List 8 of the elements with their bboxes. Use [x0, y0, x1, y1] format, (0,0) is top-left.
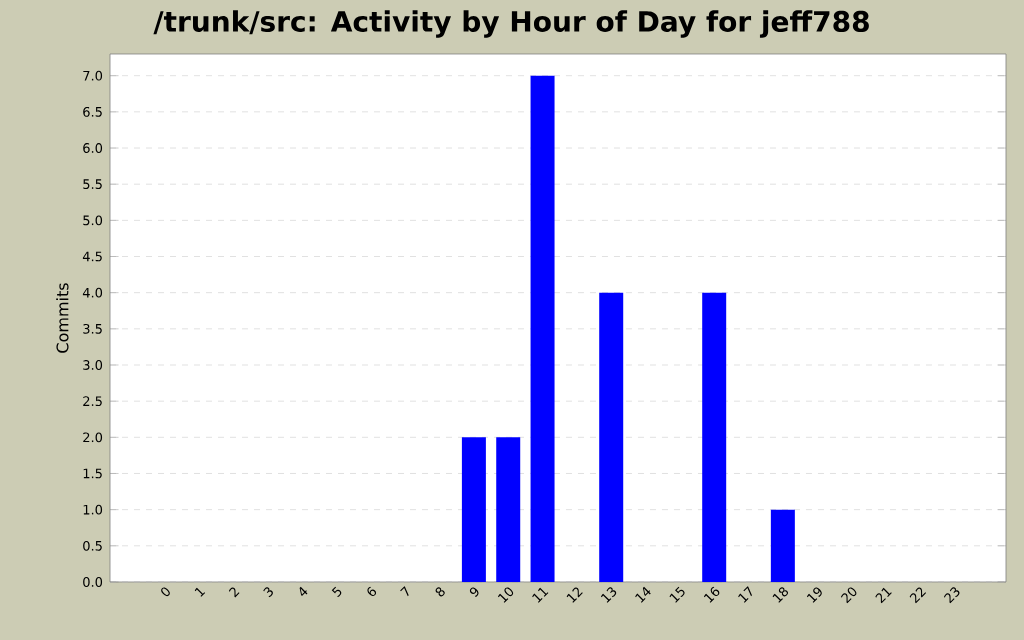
bar: [461, 437, 486, 582]
chart-title: /trunk/src: Activity by Hour of Day for jeff788: [153, 10, 869, 38]
bar: [770, 509, 795, 582]
bar: [702, 292, 727, 582]
bar: [599, 292, 624, 582]
bar: [530, 75, 555, 582]
y-axis-title: Commits: [56, 283, 69, 353]
bar: [496, 437, 521, 582]
